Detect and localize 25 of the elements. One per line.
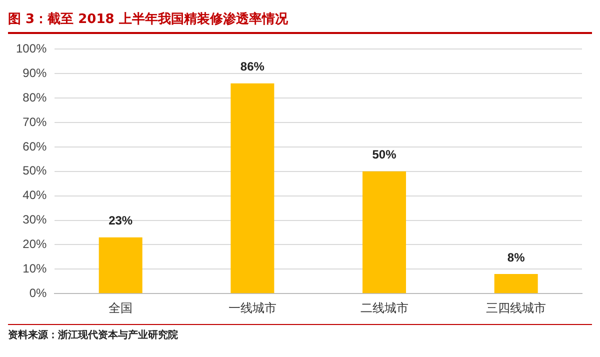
bar	[230, 83, 274, 294]
y-tick-label: 20%	[22, 237, 48, 252]
y-tick-label: 100%	[16, 42, 48, 56]
data-label: 8%	[507, 250, 526, 264]
x-tick-label: 二线城市	[360, 300, 408, 315]
x-tick-label: 一线城市	[228, 300, 276, 315]
y-tick-label: 90%	[22, 66, 48, 80]
bar	[494, 274, 538, 294]
text: 资料来源：浙江现代资本与产业研究院	[8, 324, 592, 342]
chart-title: 图 3：截至 2018 上半年我国精装修渗透率情况	[8, 8, 592, 34]
y-tick-label: 60%	[22, 139, 48, 154]
x-tick-label: 全国	[108, 300, 133, 315]
bar	[98, 237, 142, 294]
y-tick-label: 50%	[22, 164, 48, 178]
y-tick-label: 40%	[22, 188, 48, 202]
x-tick-label: 三四线城市	[486, 300, 546, 315]
data-label: 86%	[240, 60, 265, 74]
y-tick-label: 10%	[22, 261, 48, 276]
y-tick-label: 70%	[22, 114, 48, 129]
y-tick-label: 80%	[22, 90, 48, 104]
data-label: 23%	[108, 214, 133, 228]
bar	[362, 171, 406, 294]
data-label: 50%	[372, 148, 397, 162]
y-tick-label: 0%	[29, 286, 48, 300]
y-tick-label: 30%	[22, 212, 48, 227]
